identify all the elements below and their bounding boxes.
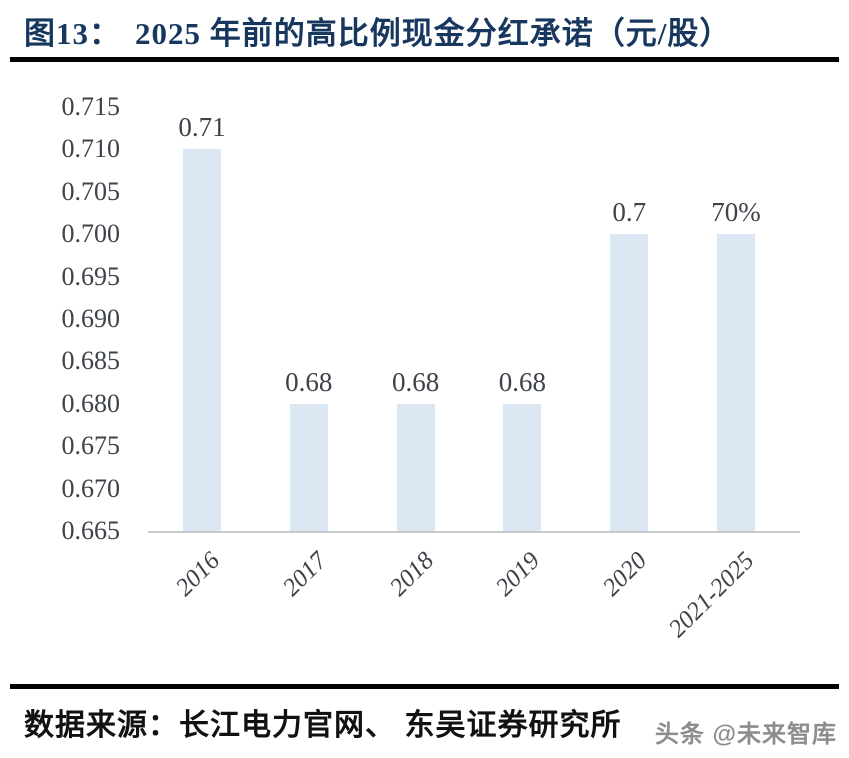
bar-chart: 0.715 0.710 0.705 0.700 0.695 0.690 0.685 0.680… [0, 66, 849, 681]
y-axis-tick-label: 0.695 [61, 261, 121, 291]
bar-2017 [289, 403, 328, 531]
x-axis-category-label: 2018 [384, 547, 439, 602]
bar-value-label: 0.7 [612, 197, 647, 228]
bar-2020 [610, 234, 649, 531]
y-axis-tick-label: 0.710 [61, 134, 121, 164]
bar-value-label: 0.68 [285, 366, 333, 397]
title-divider-line [10, 57, 839, 62]
bar-2018 [396, 403, 435, 531]
x-axis-line [148, 531, 800, 533]
x-axis-category-label: 2019 [491, 547, 546, 602]
footer-divider-line [10, 684, 839, 689]
y-axis-tick-label: 0.675 [61, 431, 121, 461]
watermark-text: 头条 @未来智库 [654, 721, 837, 748]
figure-title: 图13： 2025 年前的高比例现金分红承诺（元/股） [24, 8, 731, 53]
x-axis-category-label: 2017 [277, 547, 333, 602]
y-axis-tick-label: 0.685 [61, 346, 121, 376]
y-axis-tick-label: 0.705 [61, 176, 121, 206]
figure-title-text: 2025 年前的高比例现金分红承诺（元/股） [135, 16, 732, 51]
bar-value-label: 0.68 [498, 366, 547, 397]
figure-number-label: 图13： [24, 16, 121, 51]
y-axis-tick-label: 0.670 [61, 473, 121, 503]
y-axis-tick-label: 0.665 [61, 516, 121, 545]
x-axis-category-label: 2016 [170, 547, 226, 602]
bar-value-label: 0.71 [178, 112, 226, 143]
bar-2016 [183, 149, 221, 531]
x-axis-category-label: 2021-2025 [663, 547, 760, 643]
bar-value-label: 70% [711, 197, 761, 228]
bar-value-label: 0.68 [391, 366, 440, 397]
bar-2021-2025 [717, 234, 755, 531]
y-axis-tick-label: 0.715 [61, 92, 121, 121]
x-axis-category-label: 2020 [597, 547, 653, 602]
bar-2019 [503, 403, 542, 531]
y-axis-tick-label: 0.690 [61, 304, 121, 333]
y-axis-tick-label: 0.700 [61, 219, 121, 249]
y-axis-tick-label: 0.680 [61, 388, 121, 418]
data-source-text: 数据来源：长江电力官网、 东吴证券研究所 [24, 709, 622, 742]
